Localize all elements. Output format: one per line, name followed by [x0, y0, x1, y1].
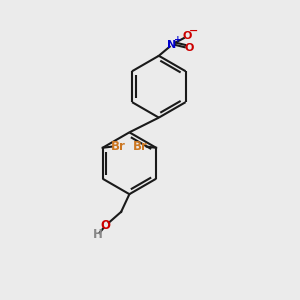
Text: O: O: [101, 219, 111, 232]
Text: O: O: [183, 31, 192, 41]
Text: Br: Br: [111, 140, 126, 152]
Text: H: H: [93, 228, 103, 241]
Text: Br: Br: [133, 140, 147, 152]
Text: N: N: [167, 40, 177, 50]
Text: O: O: [184, 44, 194, 53]
Text: +: +: [174, 35, 181, 44]
Text: −: −: [189, 26, 199, 35]
